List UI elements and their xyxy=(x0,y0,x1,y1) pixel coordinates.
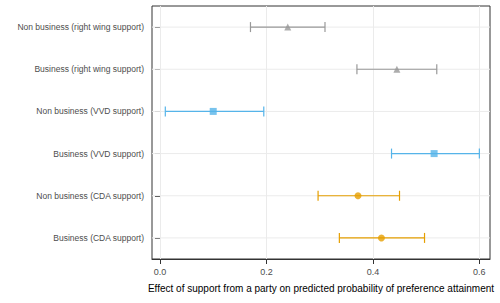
svg-text:Non business (VVD support): Non business (VVD support) xyxy=(36,106,144,116)
svg-text:Non business (CDA support): Non business (CDA support) xyxy=(36,191,144,201)
svg-text:Non business (right wing suppo: Non business (right wing support) xyxy=(17,22,144,32)
svg-text:0.6: 0.6 xyxy=(473,267,486,277)
svg-text:0.0: 0.0 xyxy=(154,267,167,277)
svg-text:0.2: 0.2 xyxy=(260,267,273,277)
svg-text:Effect of support from a party: Effect of support from a party on predic… xyxy=(148,283,494,294)
svg-text:Business (right wing support): Business (right wing support) xyxy=(34,64,144,74)
svg-text:Business (CDA support): Business (CDA support) xyxy=(53,233,144,243)
svg-text:0.4: 0.4 xyxy=(367,267,380,277)
svg-text:Business (VVD support): Business (VVD support) xyxy=(53,149,144,159)
